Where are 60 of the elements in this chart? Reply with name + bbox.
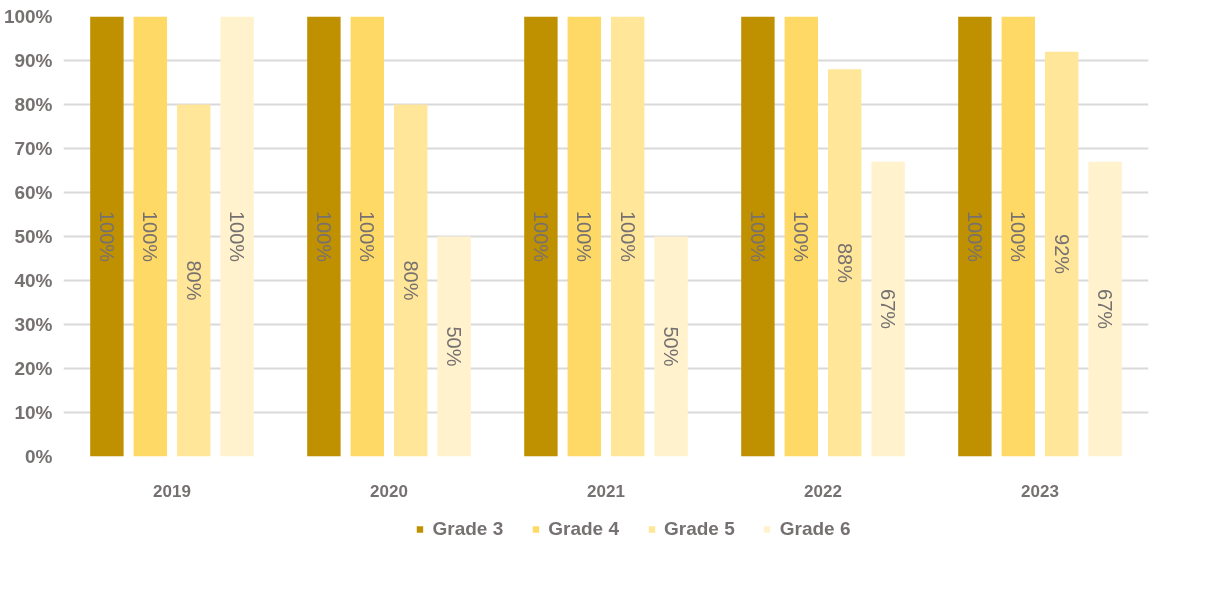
data-label: 100% — [746, 210, 769, 263]
data-label: 100% — [573, 210, 596, 263]
y-tick-label: 0% — [25, 446, 53, 467]
y-tick-label: 90% — [14, 50, 53, 71]
bar — [1001, 16, 1036, 457]
data-label: 100% — [963, 210, 986, 263]
bar — [871, 161, 905, 457]
y-tick-label: 60% — [14, 182, 53, 203]
bar — [176, 104, 211, 457]
bar — [958, 16, 992, 457]
data-label: 67% — [877, 289, 900, 330]
bar — [393, 104, 428, 457]
data-label: 100% — [790, 210, 813, 263]
y-tick-label: 50% — [14, 226, 53, 247]
bar — [1044, 51, 1079, 457]
bar — [827, 69, 862, 457]
x-tick-label: 2019 — [153, 481, 191, 501]
data-label: 100% — [226, 210, 249, 263]
x-tick-label: 2023 — [1021, 481, 1059, 501]
bar — [307, 16, 341, 457]
bar — [741, 16, 775, 457]
y-tick-label: 30% — [14, 314, 53, 335]
bar — [610, 16, 645, 457]
bar — [567, 16, 602, 457]
legend-label: Grade 4 — [548, 518, 619, 540]
data-label: 80% — [182, 260, 205, 301]
bar — [1088, 161, 1122, 457]
bar — [90, 16, 124, 457]
legend-label: Grade 3 — [432, 518, 504, 540]
data-label: 100% — [356, 210, 379, 263]
x-tick-label: 2022 — [804, 481, 842, 501]
data-label: 100% — [1007, 210, 1030, 263]
data-label: 100% — [95, 210, 118, 263]
x-tick-label: 2021 — [587, 481, 625, 501]
y-tick-label: 70% — [14, 138, 53, 159]
bar — [437, 236, 471, 457]
y-tick-label: 10% — [14, 402, 53, 423]
bar — [220, 16, 254, 457]
data-label: 50% — [660, 326, 683, 367]
data-label: 50% — [443, 326, 466, 367]
bar — [133, 16, 168, 457]
y-tick-label: 80% — [14, 94, 53, 115]
y-tick-label: 100% — [3, 6, 53, 27]
data-label: 88% — [833, 242, 856, 284]
x-tick-label: 2020 — [370, 481, 408, 501]
data-label: 100% — [312, 210, 335, 263]
data-label: 92% — [1050, 234, 1073, 275]
bar — [784, 16, 819, 457]
y-tick-label: 40% — [14, 270, 53, 291]
data-label: 100% — [139, 210, 162, 263]
data-label: 100% — [529, 210, 552, 263]
bar — [350, 16, 385, 457]
data-label: 80% — [399, 260, 422, 301]
legend-label: Grade 6 — [779, 518, 851, 540]
bar — [654, 236, 688, 457]
y-tick-label: 20% — [14, 358, 53, 379]
data-label: 100% — [616, 210, 639, 263]
legend-label: Grade 5 — [664, 518, 735, 540]
bar — [524, 16, 558, 457]
data-label: 67% — [1094, 289, 1117, 330]
